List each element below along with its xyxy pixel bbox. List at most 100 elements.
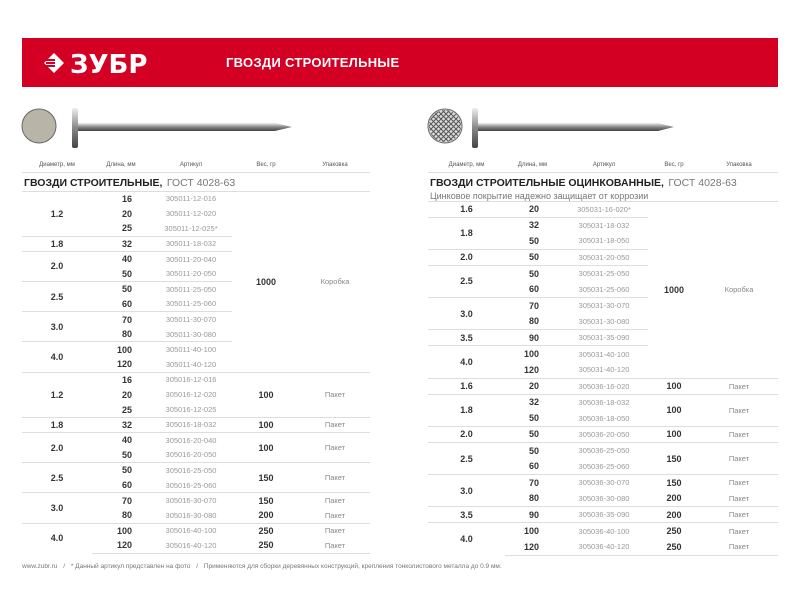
- length-cell: 20: [121, 389, 132, 400]
- section-title-row: ГВОЗДИ СТРОИТЕЛЬНЫЕ, ГОСТ 4028-63: [22, 172, 370, 192]
- column-header: Упаковка: [300, 158, 370, 173]
- article-cell: 305016-20-050: [165, 450, 217, 460]
- weight-cell: 100: [232, 431, 300, 463]
- table-row: 25 305011-12-025*: [22, 221, 370, 236]
- article-cell: 305011-25-060: [165, 299, 217, 309]
- diameter-cell: 2.0: [22, 431, 92, 463]
- table-header: Диаметр, мм Длина, мм Артикул Вес, гр Упаков…: [22, 158, 370, 173]
- length-cell: 60: [528, 284, 539, 295]
- table-row: 3.0 70 305031-30-070: [428, 297, 778, 330]
- table-row: 60 305036-25-060: [428, 459, 778, 475]
- diameter-cell: 4.0: [22, 522, 92, 554]
- table-row: 50 305036-18-050: [428, 410, 778, 426]
- table-row: 1.6 20 305031-16-020* 1000 Коробка: [428, 200, 778, 379]
- length-cell: 100: [92, 522, 150, 539]
- section-gost: ГОСТ 4028-63: [668, 176, 737, 189]
- table-row: 2.0 50 305036-20-050 100 Пакет: [428, 425, 778, 443]
- article-cell: 305036-40-100: [560, 522, 648, 539]
- diameter-cell: 2.0: [22, 250, 92, 282]
- diameter-cell: 4.0: [22, 341, 92, 373]
- article-cell: 305036-25-060: [578, 461, 630, 471]
- package-cell: Пакет: [700, 538, 778, 556]
- weight-cell: 200: [648, 506, 700, 523]
- table-row: 2.0 40 305016-20-040 100 Пакет: [22, 431, 370, 463]
- column-header: Длина, мм: [92, 158, 150, 173]
- section-name: ГВОЗДИ СТРОИТЕЛЬНЫЕ,: [24, 176, 163, 189]
- table-row: 120 305036-40-120 250 Пакет: [428, 538, 778, 556]
- section-title-row: ГВОЗДИ СТРОИТЕЛЬНЫЕ ОЦИНКОВАННЫЕ, ГОСТ 4…: [428, 172, 778, 202]
- length-cell: 20: [121, 208, 132, 219]
- footer-website-link[interactable]: www.zubr.ru: [22, 563, 58, 570]
- package-cell: Пакет: [300, 431, 370, 463]
- nails-table-plain: Диаметр, мм Длина, мм Артикул Вес, гр Упаков…: [22, 158, 370, 554]
- package-cell: Пакет: [300, 538, 370, 554]
- package-cell: Пакет: [300, 522, 370, 539]
- diameter-cell: 1.8: [428, 393, 505, 427]
- article-cell: 305031-18-050: [578, 236, 630, 246]
- package-cell: Пакет: [700, 425, 778, 443]
- table-row: 80 305036-30-080 200 Пакет: [428, 491, 778, 507]
- weight-cell: 1000: [648, 200, 700, 379]
- diameter-cell: 3.0: [428, 297, 505, 330]
- table-row: 50 305016-20-050: [22, 448, 370, 463]
- length-cell: 80: [528, 316, 539, 327]
- table-header: Диаметр, мм Длина, мм Артикул Вес, гр Упаков…: [428, 158, 778, 173]
- article-cell: 305031-25-050: [560, 264, 648, 282]
- weight-cell: 250: [648, 522, 700, 539]
- diameter-cell: 2.5: [22, 281, 92, 312]
- weight-cell: 150: [232, 492, 300, 508]
- length-cell: 90: [505, 329, 560, 346]
- package-cell: Пакет: [700, 377, 778, 395]
- article-cell: 305031-35-090: [560, 329, 648, 346]
- footer: www.zubr.ru / * Данный артикул представл…: [22, 563, 506, 570]
- package-cell: Пакет: [300, 462, 370, 493]
- article-cell: 305036-20-050: [560, 425, 648, 443]
- weight-cell: 250: [648, 538, 700, 556]
- length-cell: 120: [92, 538, 150, 554]
- package-cell: Пакет: [324, 510, 346, 520]
- length-cell: 50: [528, 413, 539, 424]
- header-banner: ЗУБР ГВОЗДИ СТРОИТЕЛЬНЫЕ: [22, 38, 778, 87]
- article-cell: 305016-40-120: [150, 538, 232, 554]
- length-cell: 32: [505, 393, 560, 411]
- article-cell: 305011-12-025*: [164, 223, 218, 233]
- diameter-cell: 1.6: [428, 377, 505, 395]
- article-cell: 305031-40-100: [560, 345, 648, 362]
- diameter-cell: 3.0: [428, 474, 505, 507]
- table-row: 120 305031-40-120: [428, 362, 778, 378]
- table-row: 3.0 70 305036-30-070 150 Пакет: [428, 474, 778, 507]
- length-cell: 25: [121, 223, 132, 234]
- weight-cell: 150: [648, 441, 700, 475]
- article-cell: 305036-40-120: [560, 538, 648, 556]
- column-header: Диаметр, мм: [22, 158, 92, 173]
- column-header: Вес, гр: [232, 158, 300, 173]
- article-cell: 305031-25-060: [578, 284, 630, 294]
- section-title: ГВОЗДИ СТРОИТЕЛЬНЫЕ, ГОСТ 4028-63: [22, 172, 370, 192]
- table-row: 120 305016-40-120 250 Пакет: [22, 538, 370, 554]
- diameter-cell: 3.0: [22, 492, 92, 524]
- article-cell: 305016-20-040: [150, 431, 232, 448]
- article-cell: 305011-20-050: [165, 269, 217, 279]
- length-cell: 100: [92, 341, 150, 358]
- length-cell: 60: [528, 461, 539, 472]
- diameter-cell: 3.0: [22, 311, 92, 342]
- zubr-logo: ЗУБР: [44, 50, 147, 78]
- length-cell: 50: [121, 268, 132, 279]
- length-cell: 60: [121, 480, 132, 491]
- table-row: 80 305016-30-080 200 Пакет: [22, 508, 370, 523]
- weight-cell: 150: [648, 474, 700, 491]
- nail-image-galvanized: [427, 108, 674, 148]
- diameter-cell: 2.5: [428, 441, 505, 475]
- length-cell: 50: [121, 449, 132, 460]
- article-cell: 305031-40-120: [578, 365, 630, 375]
- package-cell: Пакет: [728, 493, 750, 503]
- package-cell: Пакет: [300, 416, 370, 433]
- weight-cell: 100: [232, 416, 300, 433]
- svg-text:ЗУБР: ЗУБР: [70, 50, 147, 78]
- length-cell: 60: [121, 298, 132, 309]
- length-cell: 50: [505, 248, 560, 266]
- article-cell: 305036-16-020: [560, 377, 648, 395]
- article-cell: 305011-12-016: [150, 190, 232, 207]
- section-name: ГВОЗДИ СТРОИТЕЛЬНЫЕ ОЦИНКОВАННЫЕ,: [430, 176, 664, 189]
- length-cell: 40: [92, 250, 150, 267]
